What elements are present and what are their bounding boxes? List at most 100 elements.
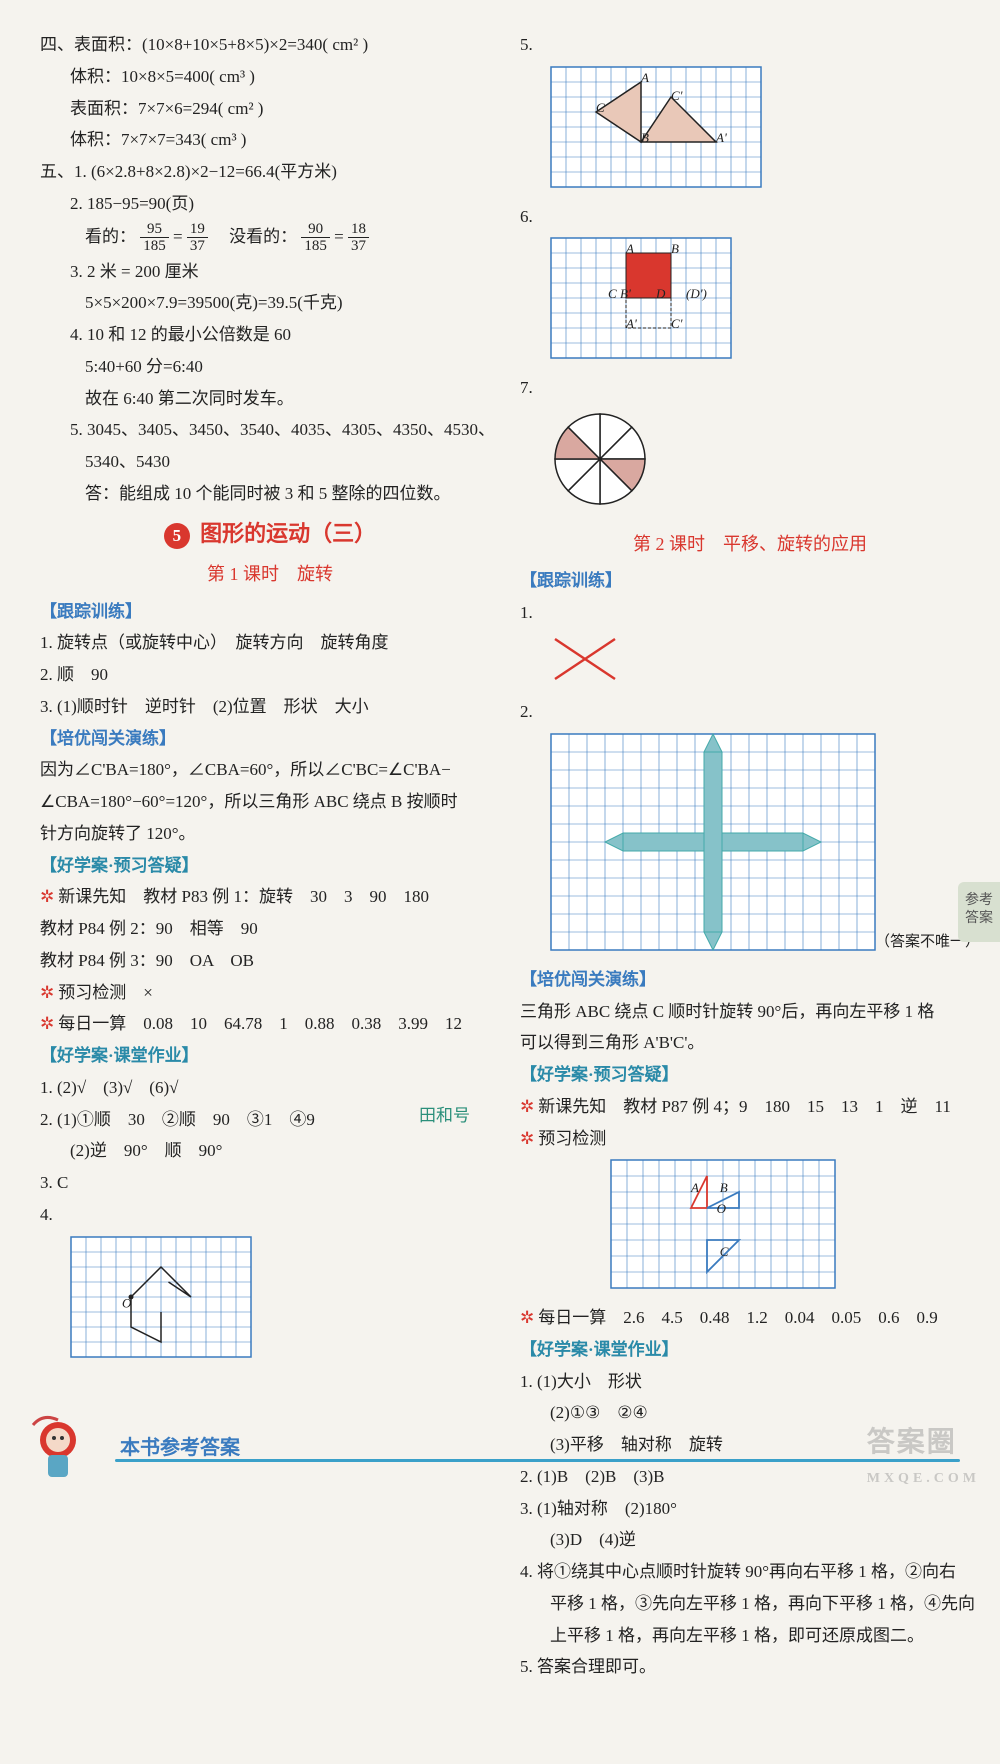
section-header: 【跟踪训练】 bbox=[520, 566, 980, 596]
t: = bbox=[334, 226, 344, 245]
text: 答：能组成 10 个能同时被 3 和 5 整除的四位数。 bbox=[40, 479, 500, 509]
svg-text:B: B bbox=[671, 241, 679, 256]
snow-icon: ✲ bbox=[520, 1129, 534, 1148]
figure-grid-4: O bbox=[70, 1236, 252, 1358]
text: 1. bbox=[520, 598, 980, 628]
figure-preview: A BO C bbox=[610, 1159, 836, 1289]
svg-text:A': A' bbox=[625, 316, 637, 331]
figure-cross bbox=[550, 733, 876, 951]
section-header: 【跟踪训练】 bbox=[40, 597, 500, 627]
t: 看的： bbox=[85, 226, 136, 245]
svg-text:D: D bbox=[655, 286, 666, 301]
t: 每日一算 2.6 4.5 0.48 1.2 0.04 0.05 0.6 0.9 bbox=[538, 1308, 938, 1327]
svg-text:B': B' bbox=[620, 286, 631, 301]
svg-text:A: A bbox=[690, 1180, 699, 1195]
text: 3. (1)顺时针 逆时针 (2)位置 形状 大小 bbox=[40, 692, 500, 722]
t: 新课先知 教材 P87 例 4；9 180 15 13 1 逆 11 bbox=[538, 1097, 951, 1116]
svg-text:B: B bbox=[720, 1180, 728, 1195]
watermark: 答案圈 MXQE.COM bbox=[867, 1418, 980, 1492]
section-header: 【好学案·预习答疑】 bbox=[520, 1060, 980, 1090]
svg-text:O: O bbox=[717, 1201, 727, 1216]
text: ✲每日一算 0.08 10 64.78 1 0.88 0.38 3.99 12 bbox=[40, 1009, 500, 1039]
text: 3. C bbox=[40, 1168, 500, 1198]
footer: 本书参考答案 bbox=[0, 1425, 1000, 1485]
section-header: 【好学案·课堂作业】 bbox=[40, 1041, 500, 1071]
text: 5×5×200×7.9=39500(克)=39.5(千克) bbox=[40, 288, 500, 318]
figure-grid-5: ACBC'A' bbox=[550, 66, 762, 188]
snow-icon: ✲ bbox=[40, 887, 54, 906]
figure-pie-7 bbox=[550, 409, 650, 509]
text: ✲预习检测 × bbox=[40, 978, 500, 1008]
text: ∠CBA=180°−60°=120°，所以三角形 ABC 绕点 B 按顺时 bbox=[40, 787, 500, 817]
t: 37 bbox=[187, 238, 208, 255]
text: 四、表面积：(10×8+10×5+8×5)×2=340( cm² ) bbox=[40, 30, 500, 60]
t: 预习检测 bbox=[538, 1129, 606, 1148]
text: 1. 旋转点（或旋转中心） 旋转方向 旋转角度 bbox=[40, 628, 500, 658]
t: 每日一算 0.08 10 64.78 1 0.88 0.38 3.99 12 bbox=[58, 1014, 462, 1033]
text: 表面积：7×7×6=294( cm² ) bbox=[40, 94, 500, 124]
text: ✲每日一算 2.6 4.5 0.48 1.2 0.04 0.05 0.6 0.9 bbox=[520, 1303, 980, 1333]
text: 针方向旋转了 120°。 bbox=[40, 819, 500, 849]
t: 185 bbox=[301, 238, 330, 255]
t: 预习检测 × bbox=[58, 983, 153, 1002]
text: 看的： 95185 = 1937 没看的： 90185 = 1837 bbox=[40, 221, 500, 255]
text: 5. 答案合理即可。 bbox=[520, 1652, 980, 1682]
text: 4. 10 和 12 的最小公倍数是 60 bbox=[40, 320, 500, 350]
text: 7. bbox=[520, 373, 980, 403]
section-header: 【好学案·预习答疑】 bbox=[40, 851, 500, 881]
svg-text:C: C bbox=[720, 1244, 729, 1259]
t: 95 bbox=[140, 221, 169, 239]
text: 2. 185−95=90(页) bbox=[40, 189, 500, 219]
figure-x bbox=[550, 634, 620, 684]
svg-text:A': A' bbox=[715, 130, 727, 145]
handwriting: 田和号 bbox=[419, 1101, 470, 1131]
text: 5:40+60 分=6:40 bbox=[40, 352, 500, 382]
text: ✲预习检测 bbox=[520, 1124, 980, 1154]
text: 3. 2 米 = 200 厘米 bbox=[40, 257, 500, 287]
text: ✲新课先知 教材 P87 例 4；9 180 15 13 1 逆 11 bbox=[520, 1092, 980, 1122]
text: 1. (2)√ (3)√ (6)√ 田和号 bbox=[40, 1073, 500, 1103]
t: MXQE.COM bbox=[867, 1467, 980, 1492]
text: 3. (1)轴对称 (2)180° bbox=[520, 1494, 980, 1524]
t: 新课先知 教材 P83 例 1：旋转 30 3 90 180 bbox=[58, 887, 429, 906]
text: 1. (1)大小 形状 bbox=[520, 1367, 980, 1397]
svg-text:B: B bbox=[641, 130, 649, 145]
chapter-badge: 5 bbox=[164, 523, 190, 549]
text: 教材 P84 例 2：90 相等 90 bbox=[40, 914, 500, 944]
snow-icon: ✲ bbox=[40, 1014, 54, 1033]
svg-text:C: C bbox=[608, 286, 617, 301]
snow-icon: ✲ bbox=[520, 1308, 534, 1327]
svg-text:C: C bbox=[596, 100, 605, 115]
text: ✲新课先知 教材 P83 例 1：旋转 30 3 90 180 bbox=[40, 882, 500, 912]
snow-icon: ✲ bbox=[40, 983, 54, 1002]
svg-text:A: A bbox=[640, 70, 649, 85]
text: 5. bbox=[520, 30, 980, 60]
lesson-title: 第 2 课时 平移、旋转的应用 bbox=[520, 529, 980, 561]
svg-text:O: O bbox=[122, 1295, 132, 1310]
text: (2)逆 90° 顺 90° bbox=[40, 1136, 500, 1166]
svg-text:A: A bbox=[625, 241, 634, 256]
svg-text:(D'): (D') bbox=[686, 286, 707, 301]
footer-line bbox=[115, 1459, 960, 1462]
t: 185 bbox=[140, 238, 169, 255]
text: 体积：7×7×7=343( cm³ ) bbox=[40, 125, 500, 155]
lesson-title: 第 1 课时 旋转 bbox=[40, 559, 500, 591]
t: 19 bbox=[187, 221, 208, 239]
t: 答案圈 bbox=[867, 1427, 957, 1458]
t: 90 bbox=[301, 221, 330, 239]
chapter-title: 图形的运动（三） bbox=[200, 521, 376, 546]
mascot-icon bbox=[18, 1405, 98, 1485]
section-header: 【好学案·课堂作业】 bbox=[520, 1335, 980, 1365]
section-header: 【培优闯关演练】 bbox=[520, 965, 980, 995]
text: (3)D (4)逆 bbox=[520, 1525, 980, 1555]
text: 三角形 ABC 绕点 C 顺时针旋转 90°后，再向左平移 1 格 bbox=[520, 997, 980, 1027]
text: 可以得到三角形 A'B'C'。 bbox=[520, 1028, 980, 1058]
t: 1. (2)√ (3)√ (6)√ bbox=[40, 1078, 178, 1097]
side-tab: 参考 答案 bbox=[958, 882, 1000, 942]
text: 教材 P84 例 3：90 OA OB bbox=[40, 946, 500, 976]
text: 6. bbox=[520, 202, 980, 232]
text: 五、1. (6×2.8+8×2.8)×2−12=66.4(平方米) bbox=[40, 157, 500, 187]
snow-icon: ✲ bbox=[520, 1097, 534, 1116]
text: 因为∠C'BA=180°，∠CBA=60°，所以∠C'BC=∠C'BA− bbox=[40, 755, 500, 785]
text: 故在 6:40 第二次同时发车。 bbox=[40, 384, 500, 414]
